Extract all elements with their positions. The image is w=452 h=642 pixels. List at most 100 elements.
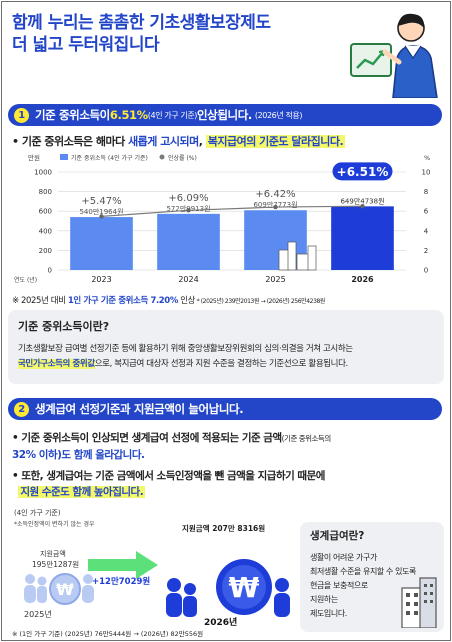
definition-body: 기초생활보장 급여별 선정기준 등에 활용하기 위해 중앙생활보장위원회의 심의… (18, 342, 434, 372)
y-left-unit: 만원 (28, 153, 40, 162)
family-2025-icon (24, 574, 94, 603)
section-1-header: 1 기준 중위소득이 6.51% (4인 가구 기준) 인상됩니다. (2026… (8, 104, 442, 126)
bar-2024 (157, 213, 220, 270)
definition-highlight: 국민가구소득의 중위값 (18, 359, 95, 369)
graphic-year-2025: 2025년 (24, 609, 52, 619)
graphic-amount-2025: 195만1287원 (32, 560, 79, 569)
x-tick-2026: 2026 (351, 275, 374, 284)
y-right-tick: 10 (422, 169, 431, 177)
bar-2025 (244, 210, 307, 270)
sidebox-line: 최저생활 수준을 유지할 수 있도록 (310, 567, 417, 576)
rate-label-2023: +5.47% (81, 196, 121, 207)
bar-label-2026: 649만4738원 (340, 196, 384, 205)
x-tick-2023: 2023 (91, 275, 111, 284)
legend-bar-label: 기준 중위소득 (4인 가구 기준) (71, 154, 148, 162)
median-income-chart: 만원 %기준 중위소득 (4인 가구 기준) 인상률 (%)020040060080… (14, 153, 431, 284)
legend-bar-swatch (60, 154, 68, 160)
x-tick-2025: 2025 (265, 275, 285, 284)
x-axis-label: 연도 (년) (14, 276, 37, 284)
coin-2026-icon: ₩ (216, 559, 272, 615)
rate-line (101, 205, 363, 217)
y-left-tick: 800 (39, 188, 52, 196)
bullet-selection-criteria: • 기준 중위소득이 인상되면 생계급여 선정에 적용되는 기준 금액(기준 중… (12, 430, 331, 463)
y-left-tick: 400 (39, 227, 52, 235)
y-right-tick: 6 (424, 208, 429, 216)
bullet-support-level: • 또한, 생계급여는 기준 금액에서 소득인정액을 뺀 금액을 지급하기 때문… (12, 468, 325, 500)
rate-point-2023 (99, 214, 104, 219)
single-household-note: ※ 2025년 대비 1인 가구 기준 중위소득 7.20% 인상 * (202… (12, 294, 325, 306)
y-right-tick: 8 (424, 188, 428, 196)
y-right-unit: % (424, 154, 430, 162)
bullet-2-text-a: • 기준 중위소득이 인상되면 생계급여 선정에 적용되는 기준 금액 (12, 432, 282, 444)
title-line-2: 더 넓고 두터워집니다 (12, 35, 160, 55)
y-left-tick: 1000 (34, 169, 52, 177)
graphic-condition: *소득인정액이 변하기 않는 경우 (14, 520, 95, 528)
graphic-amount-2026: 지원금액 207만 8316원 (182, 523, 265, 533)
bar-label-2023: 540만1964원 (79, 207, 123, 216)
sidebox-line: 지원하는 (310, 595, 338, 604)
rate-badge-2026 (332, 162, 393, 181)
sidebox-line: 현금을 보충적으로 (310, 581, 368, 590)
section-2-number: 2 (14, 401, 29, 417)
sidebox-title: 생계급여란? (310, 530, 365, 542)
person-presenting-illustration (350, 13, 438, 98)
bullet-2-text-b: (기준 중위소득의 (281, 434, 332, 443)
increase-arrow-icon (88, 551, 158, 579)
bullet-3-text-b: 지원 수준도 함께 높아집니다. (18, 486, 146, 498)
definition-line-2-rest: 으로, 복지급여 대상자 선정과 지원 수준을 결정하는 기준선으로 활용됩니다… (94, 359, 348, 369)
section-2-header: 2 생계급여 선정기준과 지원금액이 늘어납니다. (8, 398, 442, 420)
sidebox-body: 생활이 어려운 가구가 최저생활 수준을 유지할 수 있도록 현금을 보충적으로… (310, 551, 434, 621)
graphic-year-2026: 2026년 (204, 616, 237, 627)
graphic-increase: +12만7029원 (92, 576, 150, 587)
rate-label-2024: +6.09% (168, 193, 208, 204)
y-left-tick: 600 (39, 208, 52, 216)
rate-point-2024 (186, 208, 191, 213)
rate-point-2026 (360, 204, 365, 209)
note-text-b: 1인 가구 기준 중위소득 7.20% (67, 296, 178, 306)
family-2026-icon (166, 578, 290, 617)
note-text-c: 인상 (177, 296, 196, 306)
coin-2025-icon: ₩ (49, 573, 81, 605)
y-left-tick: 0 (48, 267, 52, 275)
coin-2026-symbol: ₩ (229, 571, 260, 604)
definition-line-1: 기초생활보장 급여별 선정기준 등에 활용하기 위해 중앙생활보장위원회의 심의… (18, 344, 353, 354)
y-right-tick: 4 (424, 227, 429, 235)
section-1-basis: (4인 가구 기준) (147, 110, 198, 120)
bar-2026 (331, 206, 394, 270)
note-text-a: ※ 2025년 대비 (12, 296, 68, 306)
sidebox-line: 제도입니다. (310, 609, 347, 618)
section-2-text: 생계급여 선정기준과 지원금액이 늘어납니다. (35, 402, 244, 416)
section-1-text-a: 기준 중위소득이 (35, 108, 110, 122)
building-icon (401, 577, 437, 628)
y-right-tick: 2 (424, 247, 428, 255)
note-text-d: * (2025년) 239만2013원 → (2026년) 256만4238원 (195, 298, 326, 305)
section-1-year-tag: (2026년 적용) (254, 110, 303, 120)
graphic-amount-label: 지원금액 (40, 549, 66, 558)
page-title: 함께 누리는 촘촘한 기초생활보장제도 더 넓고 두터워집니다 (12, 12, 271, 56)
y-right-tick: 0 (424, 267, 428, 275)
bullet-1-text-b: 새롭게 고시되며 (128, 135, 199, 148)
footnote: ※ (1인 가구 기준) (2025년) 76만5444원 → (2026년) … (12, 630, 204, 638)
definition-title: 기준 중위소득이란? (18, 320, 110, 333)
skyline-building-icon (307, 245, 317, 271)
skyline-building-icon (296, 253, 310, 271)
livelihood-benefit-box: 생계급여란? 생활이 어려운 가구가 최저생활 수준을 유지할 수 있도록 현금… (300, 522, 444, 632)
graphic-basis: (4인 가구 기준) (14, 508, 61, 517)
x-tick-2024: 2024 (178, 275, 198, 284)
definition-line-2: 국민가구소득의 중위값으로, 복지급여 대상자 선정과 지원 수준을 결정하는 … (18, 357, 434, 372)
section-1-rate: 6.51% (109, 108, 148, 122)
bar-label-2025: 609만7773원 (253, 200, 297, 209)
title-line-1: 함께 누리는 촘촘한 기초생활보장제도 (12, 13, 271, 33)
bar-2023 (70, 217, 133, 270)
skyline-building-icon (278, 249, 290, 271)
support-amount-graphic: (4인 가구 기준) *소득인정액이 변하기 않는 경우 지원금액 195만12… (14, 508, 290, 627)
bullet-2-text-c: 32% 이하)도 함께 올라갑니다. (12, 449, 145, 461)
definition-box: 기준 중위소득이란? 기초생활보장 급여별 선정기준 등에 활용하기 위해 중앙… (8, 310, 444, 384)
skyline-building-icon (287, 241, 297, 271)
rate-point-2025 (273, 204, 278, 210)
bullet-1-text-c: , (198, 135, 206, 148)
bullet-1-text-d: 복지급여의 기준도 달라집니다. (205, 135, 346, 148)
rate-label-2026: +6.51% (337, 165, 389, 179)
y-left-tick: 200 (39, 247, 52, 255)
